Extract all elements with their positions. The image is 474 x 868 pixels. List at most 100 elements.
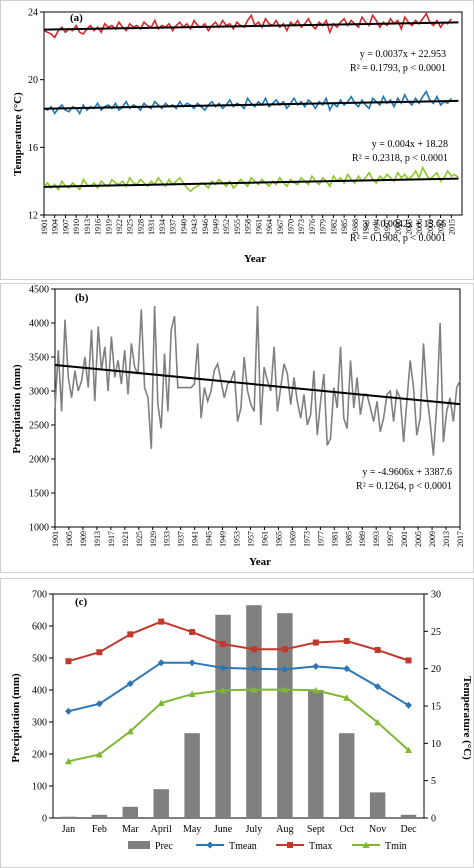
legend-marker <box>206 841 214 849</box>
x-tick-label: 1997 <box>383 219 392 235</box>
x-tick-label: 1969 <box>288 531 297 547</box>
x-tick-label: July <box>246 824 263 835</box>
x-tick-label: 1982 <box>329 219 338 235</box>
plot-area: 0 100 200 300 400 500 600 700 0 5 10 15 20 25 30 Jan Feb… <box>32 590 441 836</box>
x-tick-label: 1989 <box>358 531 367 547</box>
y2-tick-label: 5 <box>431 776 436 787</box>
x-tick-label: 2003 <box>404 219 413 235</box>
bar-prec <box>184 733 200 818</box>
panel-label: (b) <box>75 292 89 304</box>
x-tick-label: 1957 <box>247 531 256 547</box>
point-tmean <box>95 700 103 708</box>
x-tick-label: Dec <box>400 824 417 835</box>
precipitation-trend-chart: (b) Precipitation (mm) Year 1000 1500 2000… <box>0 283 474 573</box>
y-tick-label: 12 <box>28 211 38 222</box>
y-tick-label: 4500 <box>29 285 49 296</box>
trend-stats-tmax: R² = 0.1793, p < 0.0001 <box>350 63 446 74</box>
bar-prec <box>277 613 293 818</box>
x-axis-title: Year <box>249 556 271 568</box>
x-tick-label: 1979 <box>319 219 328 235</box>
trend-stats-tmean: R² = 0.2318, p < 0.0001 <box>352 153 448 164</box>
x-tick-label: 1913 <box>83 219 92 235</box>
point-tmean <box>126 680 134 688</box>
x-tick-label: 1977 <box>316 531 325 547</box>
panel-label: (c) <box>75 596 88 608</box>
trend-equation-tmax: y = 0.0037x + 22.953 <box>360 49 446 60</box>
monthly-climate-chart: (c) Precipitation (mm) Temperature (°C) … <box>0 578 474 868</box>
point-tmin <box>188 690 196 698</box>
legend-label: Prec <box>155 841 173 852</box>
x-tick-label: Mar <box>122 824 139 835</box>
point-tmax <box>189 629 196 636</box>
series-line-tmax <box>43 12 452 39</box>
y-tick-label: 3500 <box>29 353 49 364</box>
bar-prec <box>246 605 262 818</box>
y2-tick-label: 30 <box>431 590 441 601</box>
y-tick-label: 2000 <box>29 455 49 466</box>
x-tick-label: 1994 <box>372 219 381 235</box>
y-tick-label: 500 <box>32 654 47 665</box>
x-tick-label: 1985 <box>344 531 353 547</box>
trendline-tmax <box>43 21 459 31</box>
y-tick-label: 16 <box>28 143 38 154</box>
x-tick-label: 1949 <box>219 531 228 547</box>
y-tick-label: 0 <box>42 814 47 825</box>
point-tmax <box>127 631 134 638</box>
trend-equation-prec: y = -4.9606x + 3387.6 <box>362 467 452 478</box>
y2-tick-label: 10 <box>431 739 441 750</box>
x-tick-label: 1985 <box>340 219 349 235</box>
x-tick-label: 2012 <box>437 219 446 235</box>
x-tick-label: 1925 <box>126 219 135 235</box>
point-tmin <box>405 746 413 754</box>
legend-marker <box>287 842 293 848</box>
point-tmax <box>250 646 257 653</box>
x-tick-label: 2001 <box>400 531 409 547</box>
point-tmean <box>374 683 382 691</box>
point-tmean <box>343 665 351 673</box>
point-tmean <box>219 664 227 672</box>
x-tick-label: 1988 <box>351 219 360 235</box>
y-tick-label: 700 <box>32 590 47 601</box>
point-tmax <box>405 657 412 664</box>
y2-axis-title: Temperature (°C) <box>461 676 473 760</box>
legend-label: Tmin <box>385 841 407 852</box>
x-tick-label: 1904 <box>51 219 60 235</box>
x-tick-label: Aug <box>276 824 293 835</box>
y-tick-label: 400 <box>32 686 47 697</box>
point-tmin <box>64 757 72 765</box>
x-tick-label: 1945 <box>205 531 214 547</box>
x-tick-label: 2017 <box>456 531 465 547</box>
x-tick-label: 1991 <box>362 219 371 235</box>
x-tick-label: June <box>214 824 233 835</box>
trendline-tmin <box>43 177 459 188</box>
point-tmin <box>219 686 227 694</box>
x-tick-label: 1910 <box>72 219 81 235</box>
x-tick-label: 1965 <box>274 531 283 547</box>
point-tmax <box>374 647 381 653</box>
x-tick-label: 1970 <box>287 219 296 235</box>
x-tick-label: 1917 <box>107 531 116 547</box>
y-tick-label: 300 <box>32 718 47 729</box>
legend: Prec Tmean Tmax Tmin <box>128 841 407 852</box>
point-tmax <box>312 639 319 646</box>
x-tick-label: 1981 <box>330 531 339 547</box>
x-tick-label: Nov <box>369 824 386 835</box>
panel-label: (a) <box>70 12 83 24</box>
y-tick-label: 3000 <box>29 387 49 398</box>
x-tick-label: 1953 <box>233 531 242 547</box>
x-tick-label: 1916 <box>94 219 103 235</box>
series-line-tmean <box>68 661 410 713</box>
x-tick-label: 1941 <box>191 531 200 547</box>
bar-prec <box>153 789 169 818</box>
point-tmin <box>343 694 351 701</box>
x-tick-label: 2015 <box>447 219 456 235</box>
point-tmin <box>95 751 103 758</box>
x-tick-label: 1946 <box>201 219 210 235</box>
x-tick-label: Oct <box>339 824 354 835</box>
x-tick-label: 2013 <box>442 531 451 547</box>
x-tick-label: 1937 <box>177 531 186 547</box>
x-axis-title: Year <box>244 253 266 265</box>
point-tmin <box>374 718 382 726</box>
x-tick-label: 1943 <box>190 219 199 235</box>
bar-prec <box>122 806 139 818</box>
